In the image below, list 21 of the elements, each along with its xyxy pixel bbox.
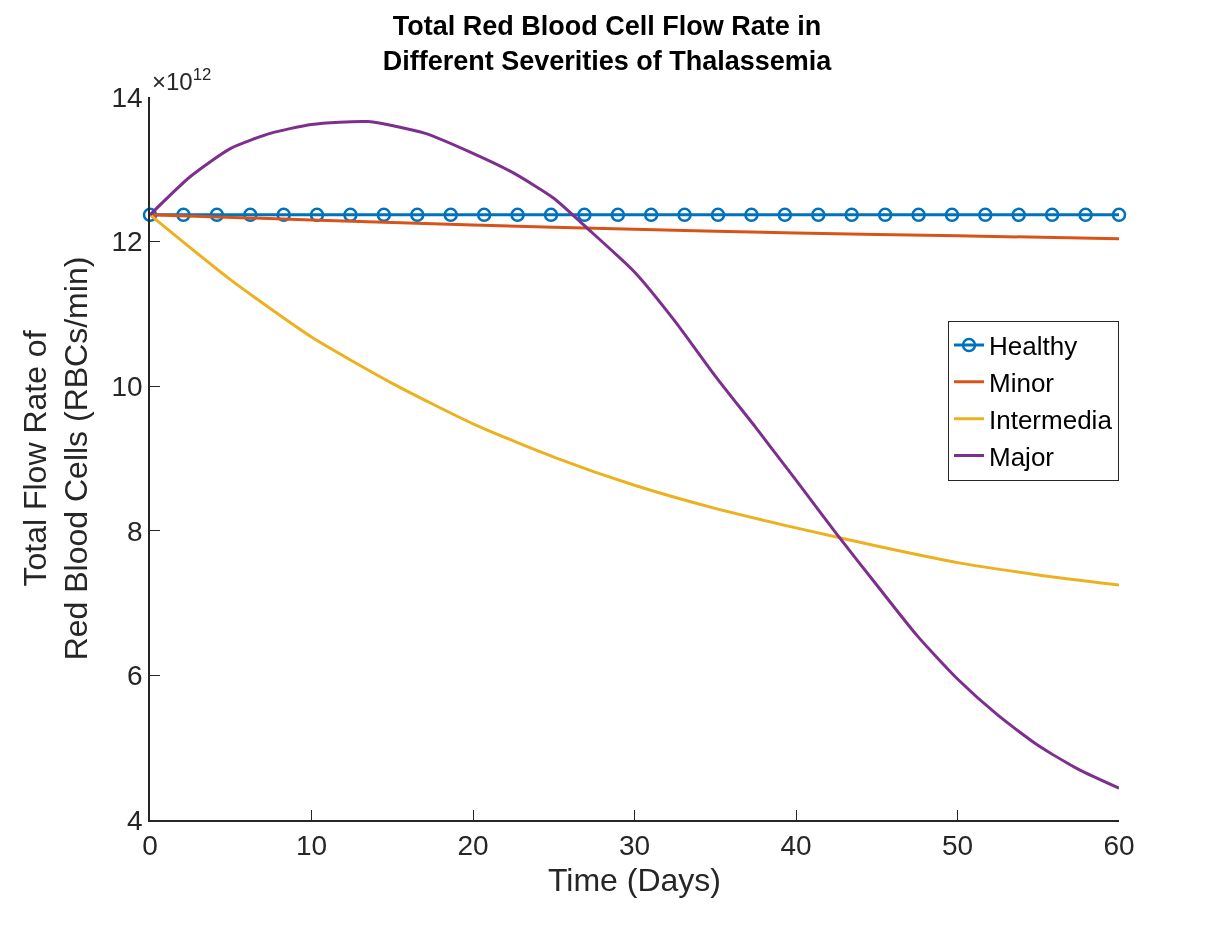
legend-label: Intermedia bbox=[989, 404, 1113, 435]
text: ×10$^{12}$ bbox=[152, 65, 212, 96]
x-tick-label: 20 bbox=[457, 830, 489, 862]
legend-label: Healthy bbox=[989, 331, 1078, 362]
x-tick-label: 50 bbox=[941, 830, 974, 862]
x-tick-label: 30 bbox=[618, 830, 651, 862]
chart-title: Total Red Blood Cell Flow Rate in Different Severities of Thalassemia bbox=[382, 11, 833, 77]
x-tick-label: 10 bbox=[295, 830, 328, 862]
x-tick-label: 60 bbox=[1103, 830, 1135, 862]
y-tick-label: 12 bbox=[111, 226, 143, 258]
y-tick-label: 6 bbox=[127, 660, 143, 692]
y-tick-label: 4 bbox=[127, 804, 143, 836]
x-tick-label: 0 bbox=[142, 830, 158, 862]
y-tick-label: 10 bbox=[111, 371, 143, 402]
y-axis-title: Total Flow Rate of Red Blood Cells (RBCs/min) bbox=[16, 256, 95, 661]
x-axis-title: Time (Days) bbox=[547, 861, 722, 898]
x-tick-label: 40 bbox=[780, 830, 812, 862]
legend-label: Minor bbox=[989, 368, 1055, 398]
y-tick-label: 8 bbox=[127, 515, 143, 547]
y-tick-label: 14 bbox=[111, 81, 143, 113]
legend-label: Major bbox=[989, 441, 1055, 472]
